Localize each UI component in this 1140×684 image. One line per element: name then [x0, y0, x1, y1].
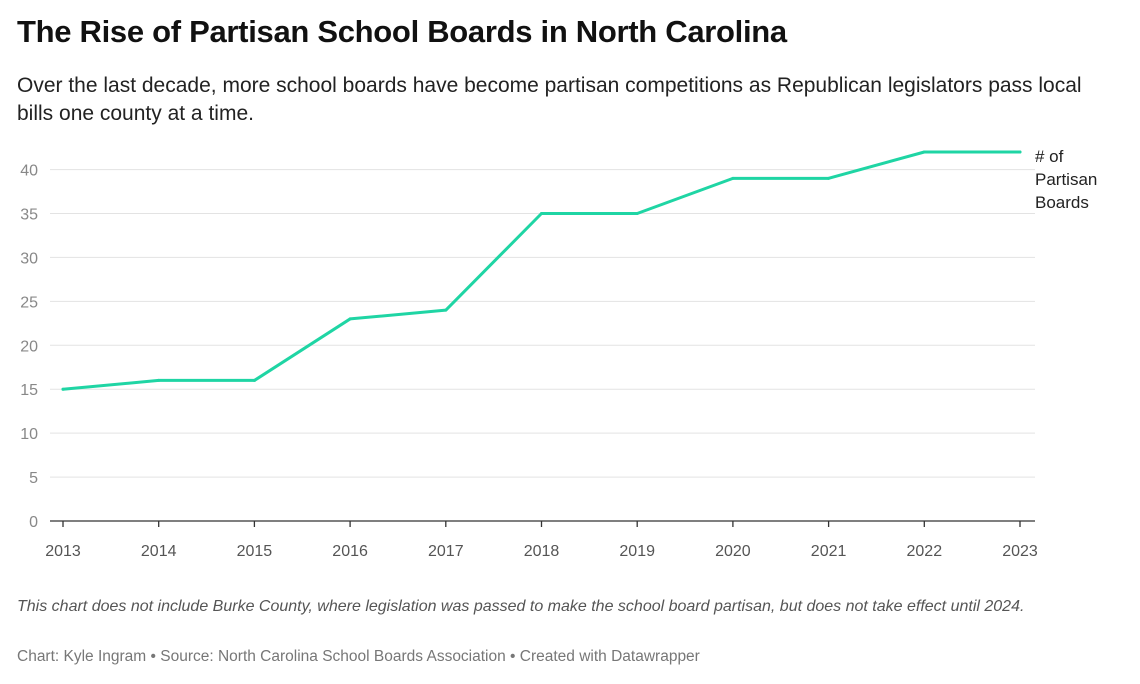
series-label-line: # of: [1035, 147, 1064, 166]
chart-note: This chart does not include Burke County…: [17, 598, 1025, 615]
series-group: # of Partisan Boards: [61, 147, 1097, 391]
chart-title: The Rise of Partisan School Boards in No…: [17, 14, 787, 49]
data-point-2017: [444, 308, 448, 312]
y-tick-label: 35: [20, 207, 38, 224]
data-point-2014: [157, 378, 161, 382]
data-point-2018: [540, 212, 543, 215]
data-point-2020: [731, 176, 735, 180]
series-line: [61, 150, 1022, 391]
y-tick-label: 15: [20, 382, 38, 399]
data-point-2021: [827, 176, 831, 180]
data-point-2016: [348, 317, 352, 321]
y-tick-label: 10: [20, 426, 38, 443]
x-tick-label: 2021: [811, 543, 847, 560]
x-tick-label: 2013: [45, 543, 81, 560]
series-label: # of Partisan Boards: [1035, 147, 1097, 212]
series-label-line: Boards: [1035, 193, 1089, 212]
x-tick-label: 2017: [428, 543, 464, 560]
chart-subtitle: Over the last decade, more school boards…: [17, 74, 1082, 125]
data-point-2015: [252, 378, 256, 382]
x-tick-label: 2014: [141, 543, 177, 560]
x-tick-label: 2016: [332, 543, 368, 560]
y-tick-label: 20: [20, 338, 38, 355]
chart-byline: Chart: Kyle Ingram • Source: North Carol…: [17, 648, 700, 665]
data-point-2023: [1018, 150, 1022, 154]
data-point-2019: [635, 212, 639, 215]
series-label-line: Partisan: [1035, 170, 1097, 189]
x-tick-label: 2020: [715, 543, 751, 560]
x-tick-label: 2015: [237, 543, 273, 560]
data-point-2013: [61, 387, 65, 391]
y-axis-ticks: 0 5 10 15 20 25 30 35 40: [20, 163, 38, 531]
data-point-2022: [922, 150, 926, 154]
y-tick-label: 25: [20, 294, 38, 311]
y-tick-label: 40: [20, 163, 38, 180]
x-tick-label: 2019: [619, 543, 655, 560]
y-tick-label: 5: [29, 470, 38, 487]
y-tick-label: 30: [20, 250, 38, 267]
gridlines: [50, 169, 1035, 478]
y-tick-label: 0: [29, 514, 38, 531]
x-tick-label: 2018: [524, 543, 560, 560]
x-tick-label: 2022: [907, 543, 943, 560]
x-axis: 2013 2014 2015 2016 2017 2018 2019 2020 2021 2022…: [45, 520, 1038, 560]
x-tick-label: 2023: [1002, 543, 1038, 560]
